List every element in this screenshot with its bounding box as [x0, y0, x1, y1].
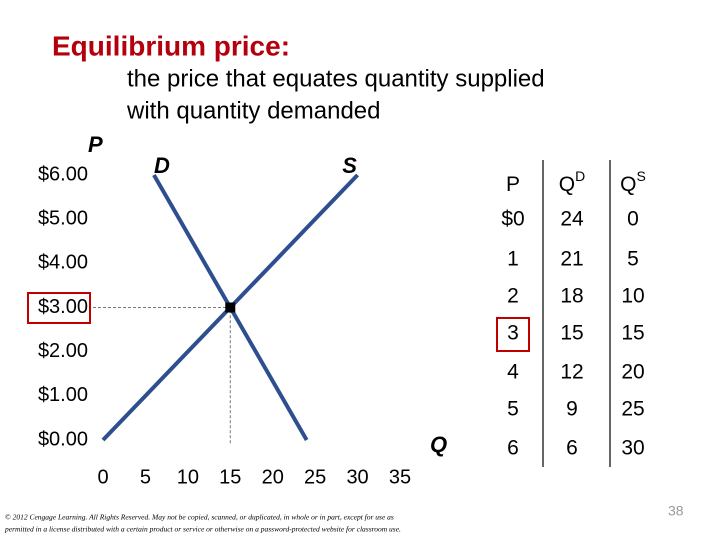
x-tick-label: 0	[97, 466, 108, 488]
x-tick-label: 5	[140, 466, 151, 488]
y-tick-label: $1.00	[38, 384, 88, 406]
y-tick-label: $0.00	[38, 428, 88, 450]
curve-label: D	[154, 153, 170, 178]
highlight-box	[27, 292, 91, 324]
x-tick-label: 35	[389, 466, 411, 488]
table-header: QS	[620, 168, 646, 196]
table-cell: 4	[507, 361, 519, 384]
header-text: Q	[559, 173, 575, 196]
subtitle-line: the price that equates quantity supplied	[127, 65, 545, 92]
x-tick-label: 10	[177, 466, 199, 488]
y-tick-label: $5.00	[38, 207, 88, 229]
footer-line: © 2012 Cengage Learning. All Rights Rese…	[5, 513, 394, 522]
table-cell: 25	[621, 398, 644, 421]
y-axis-label: P	[88, 132, 103, 157]
table-cell: 10	[621, 285, 644, 308]
table-cell: 15	[621, 322, 644, 345]
curve-label: S	[342, 153, 357, 178]
table-header: P	[506, 173, 520, 196]
page-number: 38	[668, 503, 684, 519]
x-tick-label: 25	[304, 466, 326, 488]
header-text: Q	[620, 173, 636, 196]
slide-title: Equilibrium price:	[52, 30, 290, 61]
table-cell: 6	[566, 437, 578, 460]
subtitle-line: with quantity demanded	[126, 97, 381, 124]
footer-line: permitted in a license distributed with …	[4, 525, 401, 534]
table-cell: 20	[621, 361, 644, 384]
y-tick-label: $3.00	[38, 296, 88, 318]
x-tick-label: 20	[262, 466, 284, 488]
y-tick-label: $4.00	[38, 252, 88, 274]
header-text: P	[506, 173, 520, 196]
table-cell: 2	[507, 285, 519, 308]
table-cell: $0	[501, 208, 524, 231]
header-sup: S	[637, 168, 646, 184]
x-axis-label: Q	[430, 432, 447, 457]
highlight-box	[496, 317, 530, 352]
table-cell: 5	[627, 248, 639, 271]
table-cell: 1	[507, 248, 519, 271]
table-cell: 5	[507, 398, 519, 421]
table-cell: 30	[621, 437, 644, 460]
header-sup: D	[575, 168, 585, 184]
y-tick-label: $2.00	[38, 340, 88, 362]
table-cell: 6	[507, 437, 519, 460]
table-cell: 3	[507, 322, 519, 345]
table-cell: 21	[560, 248, 583, 271]
y-tick-label: $6.00	[38, 163, 88, 185]
x-tick-label: 30	[346, 466, 368, 488]
table-cell: 0	[627, 208, 639, 231]
equilibrium-point	[225, 302, 236, 313]
table-cell: 15	[560, 322, 583, 345]
table-cell: 18	[560, 285, 583, 308]
table-cell: 9	[566, 398, 578, 421]
table-header: QD	[559, 168, 585, 196]
table-cell: 24	[560, 208, 584, 231]
table-cell: 12	[560, 361, 583, 384]
x-tick-label: 15	[219, 466, 241, 488]
